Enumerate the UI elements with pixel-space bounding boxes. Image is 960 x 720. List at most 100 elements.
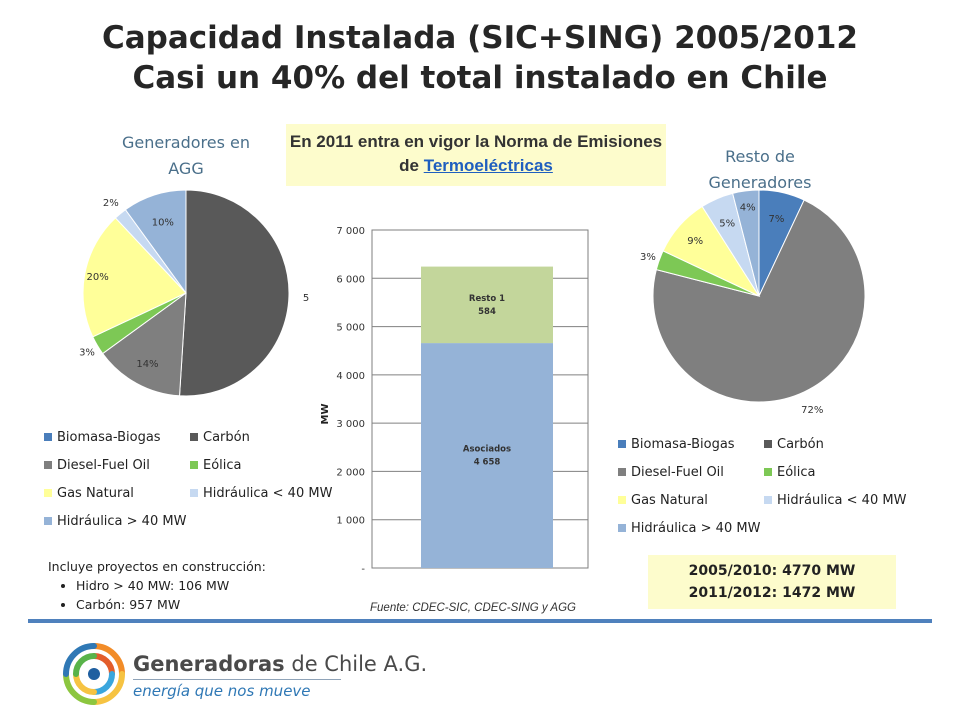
legend-swatch — [190, 488, 198, 497]
pie-label-hidraulica-40-mw: 5% — [719, 219, 735, 230]
notes-item-hidro: Hidro > 40 MW: 106 MW — [76, 576, 266, 595]
pie-label-eolica: 3% — [79, 348, 95, 359]
legend-swatch — [44, 516, 52, 525]
pie-label-eolica: 3% — [640, 252, 656, 263]
legend-item-biomasa-biogas: Biomasa-Biogas — [44, 430, 161, 445]
notes-heading: Incluye proyectos en construcción: — [48, 559, 266, 574]
y-tick-label: 5 000 — [336, 323, 365, 334]
bar-label-asociados: 4 658 — [474, 458, 501, 468]
y-tick-label: 2 000 — [336, 467, 365, 478]
pie-slice-hidraulica-40-mw — [124, 190, 187, 295]
title-line-2: Casi un 40% del total instalado en Chile — [132, 60, 828, 96]
legend-swatch — [618, 523, 626, 532]
pie-slice-carbon — [179, 190, 290, 397]
notes-list: Hidro > 40 MW: 106 MW Carbón: 957 MW — [48, 576, 266, 614]
legend-item-diesel-fuel-oil: Diesel-Fuel Oil — [44, 458, 150, 473]
logo-underline — [133, 679, 341, 680]
right-pie-chart: 7%0%72%3%9%5%4% — [640, 189, 866, 416]
legend-label: Biomasa-Biogas — [57, 430, 161, 445]
legend-swatch — [190, 432, 198, 441]
legend-label: Gas Natural — [631, 493, 708, 508]
legend-swatch — [44, 488, 52, 497]
legend-item-eolica: Eólica — [190, 458, 242, 473]
summary-line-2: 2011/2012: 1472 MW — [688, 585, 856, 601]
bar-segment-asociados — [421, 343, 553, 568]
legend-item-gas-natural: Gas Natural — [44, 486, 134, 501]
bar-label-resto: Resto 1 — [469, 294, 505, 304]
legend-label: Carbón — [203, 430, 250, 445]
stacked-bar-chart: - 1 000 2 000 3 000 4 000 5 000 6 000 7 000 MW As… — [320, 226, 589, 575]
legend-item-hidraulica-40-mw: Hidráulica > 40 MW — [618, 521, 760, 536]
pie-slice-hidraulica-40-mw — [732, 189, 760, 297]
legend-swatch — [618, 439, 626, 448]
legend-label: Eólica — [777, 465, 816, 480]
legend-label: Diesel-Fuel Oil — [631, 465, 724, 480]
pie-label-biomasa-biogas: 7% — [769, 214, 785, 225]
legend-item-gas-natural: Gas Natural — [618, 493, 708, 508]
title-line-1: Capacidad Instalada (SIC+SING) 2005/2012 — [102, 20, 858, 56]
left-pie-legend: Biomasa-Biogas Carbón Diesel-Fuel Oil Eólic… — [44, 430, 344, 540]
left-pie-title-line-2: AGG — [168, 159, 204, 178]
legend-label: Hidráulica < 40 MW — [203, 486, 333, 501]
legend-label: Gas Natural — [57, 486, 134, 501]
right-pie-legend: Biomasa-Biogas Carbón Diesel-Fuel Oil Eólic… — [618, 437, 918, 547]
y-tick-label: 7 000 — [336, 226, 365, 237]
source-note: Fuente: CDEC-SIC, CDEC-SING y AGG — [370, 602, 576, 614]
pie-slice-gas-natural — [82, 217, 187, 338]
pie-slice-diesel-fuel-oil — [101, 291, 187, 397]
legend-swatch — [764, 439, 772, 448]
left-pie-title-line-1: Generadores en — [121, 133, 251, 152]
construction-notes: Incluye proyectos en construcción: Hidro… — [48, 557, 266, 614]
pie-label-gas-natural: 9% — [687, 236, 703, 247]
pie-slice-diesel-fuel-oil — [652, 199, 866, 403]
legend-item-biomasa-biogas: Biomasa-Biogas — [618, 437, 735, 452]
legend-item-hidraulica-40-mw: Hidráulica < 40 MW — [190, 486, 332, 501]
legend-swatch — [618, 467, 626, 476]
legend-item-carbon: Carbón — [190, 430, 250, 445]
y-axis-label: MW — [320, 404, 331, 425]
legend-item-diesel-fuel-oil: Diesel-Fuel Oil — [618, 465, 724, 480]
summary-line-1: 2005/2010: 4770 MW — [688, 563, 856, 579]
pie-label-diesel-fuel-oil: 72% — [801, 405, 823, 416]
left-pie-chart: 51% 14% 3% 20% 2% 10% — [79, 190, 310, 397]
pie-label-hidraulica-40-mw: 2% — [103, 198, 119, 209]
y-tick-label: - — [361, 564, 365, 575]
pie-label-hidraulica-40-mw: 4% — [740, 203, 756, 214]
footer-divider — [28, 619, 932, 623]
pie-label-hidraulica-40-mw: 10% — [152, 218, 174, 229]
legend-label: Hidráulica < 40 MW — [777, 493, 907, 508]
right-pie-title-line-2: Generadores — [708, 173, 812, 192]
y-tick-label: 6 000 — [336, 274, 365, 285]
legend-swatch — [764, 467, 772, 476]
legend-label: Hidráulica > 40 MW — [631, 521, 761, 536]
company-logo-text: Generadoras de Chile A.G. energía que no… — [133, 652, 427, 700]
summary-box: 2005/2010: 4770 MW 2011/2012: 1472 MW — [648, 555, 896, 609]
right-pie-title: Resto de Generadores — [680, 144, 840, 196]
company-name: Generadoras de Chile A.G. — [133, 652, 427, 676]
legend-item-carbon: Carbón — [764, 437, 824, 452]
company-name-rest: de Chile A.G. — [284, 652, 428, 676]
bar-label-resto: 584 — [478, 307, 496, 317]
legend-item-hidraulica-40-mw: Hidráulica > 40 MW — [44, 514, 186, 529]
company-slogan: energía que nos mueve — [133, 682, 311, 700]
notice-link[interactable]: Termoeléctricas — [423, 156, 553, 175]
legend-item-hidraulica-40-mw: Hidráulica < 40 MW — [764, 493, 906, 508]
page-title: Capacidad Instalada (SIC+SING) 2005/2012… — [0, 18, 960, 98]
right-pie-title-line-1: Resto de — [725, 147, 795, 166]
pie-label-diesel-fuel-oil: 14% — [136, 359, 158, 370]
legend-label: Carbón — [777, 437, 824, 452]
legend-swatch — [618, 495, 626, 504]
bar-segment-resto — [421, 266, 553, 344]
bar-label-asociados: Asociados — [463, 445, 511, 455]
legend-swatch — [44, 460, 52, 469]
y-tick-label: 3 000 — [336, 419, 365, 430]
y-tick-label: 4 000 — [336, 371, 365, 382]
legend-swatch — [190, 460, 198, 469]
notes-item-carbon: Carbón: 957 MW — [76, 595, 266, 614]
legend-swatch — [44, 432, 52, 441]
company-name-bold: Generadoras — [133, 652, 285, 676]
legend-label: Hidráulica > 40 MW — [57, 514, 187, 529]
legend-item-eolica: Eólica — [764, 465, 816, 480]
notice-text: En 2011 entra en vigor la Norma de Emisi… — [289, 132, 663, 175]
legend-label: Biomasa-Biogas — [631, 437, 735, 452]
